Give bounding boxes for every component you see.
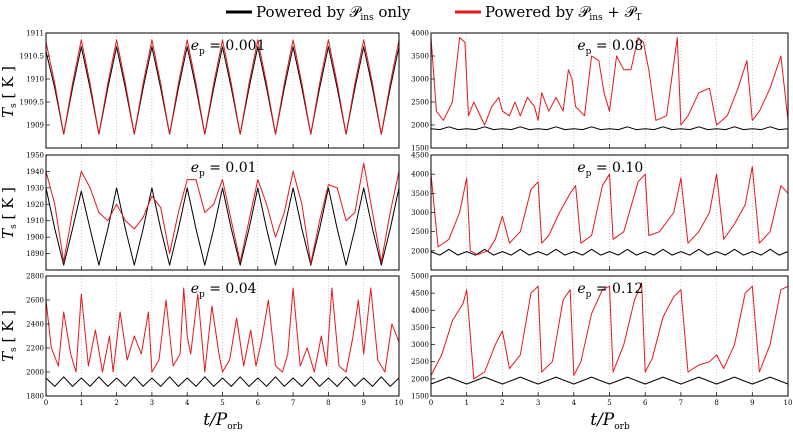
x-tick-label: 7 <box>291 399 295 407</box>
y-tick-label: 4000 <box>411 171 429 179</box>
y-tick-label: 2400 <box>26 321 44 329</box>
y-tick-label: 2000 <box>411 247 429 255</box>
panel-5: 1800 2000 2200 2400 2600 2800 0 1 2 3 4 5 6 7 8 9 10 ep =… <box>26 273 403 408</box>
y-tick-label: 1909 <box>26 122 44 130</box>
y-tick-label: 3000 <box>411 209 429 217</box>
x-tick-label: 8 <box>326 399 330 407</box>
y-tick-label: 1500 <box>411 393 429 401</box>
series-line-red <box>45 287 400 373</box>
x-axis-label-left: t/Porb <box>203 410 243 432</box>
legend-red-label: Powered by 𝒫ins + 𝒫T <box>485 3 642 23</box>
series-line-black <box>45 376 400 387</box>
x-tick-label: 4 <box>572 399 577 407</box>
svg-text:Ts [ K ]: Ts [ K ] <box>0 187 19 239</box>
y-tick-label: 2800 <box>26 273 44 281</box>
series-line-black <box>430 248 789 256</box>
series-line-red <box>45 162 400 264</box>
series-line-red <box>45 39 400 135</box>
y-tick-label: 1900 <box>26 234 44 242</box>
x-tick-label: 6 <box>256 399 261 407</box>
x-tick-label: 9 <box>361 399 365 407</box>
panel-annotation: ep = 0.10 <box>577 160 643 179</box>
x-tick-label: 1 <box>79 399 83 407</box>
panel-annotation: ep = 0.04 <box>191 281 257 300</box>
series-line-red <box>430 282 789 380</box>
y-tick-label: 2500 <box>411 99 429 107</box>
y-tick-label: 1910 <box>26 76 44 84</box>
panel-annotation: ep = 0.08 <box>577 38 643 57</box>
x-tick-label: 0 <box>429 399 433 407</box>
x-tick-label: 8 <box>714 399 718 407</box>
y-tick-label: 1940 <box>26 168 44 176</box>
y-tick-label: 1920 <box>26 201 44 209</box>
y-axis-label-middle: Ts [ K ] <box>0 187 19 239</box>
y-tick-label: 1930 <box>26 184 44 192</box>
y-tick-label: 3500 <box>411 190 429 198</box>
y-tick-label: 1910.5 <box>20 53 45 61</box>
legend-black-label: Powered by 𝒫ins only <box>256 3 411 23</box>
x-tick-label: 4 <box>185 399 190 407</box>
y-tick-label: 2500 <box>411 228 429 236</box>
x-tick-label: 2 <box>500 399 504 407</box>
x-tick-label: 10 <box>395 399 404 407</box>
panel-6: 1500 2000 2500 3000 3500 4000 4500 5000 0 1 2 3 4 5 6 7… <box>411 273 792 408</box>
y-tick-label: 2000 <box>411 375 429 383</box>
panel-annotation: ep = 0.12 <box>577 281 643 300</box>
series-line-black <box>45 187 400 266</box>
y-tick-label: 3000 <box>411 341 429 349</box>
y-tick-label: 1800 <box>26 393 44 401</box>
y-tick-label: 3000 <box>411 76 429 84</box>
y-tick-label: 1890 <box>26 250 44 258</box>
series-line-red <box>430 166 789 256</box>
y-tick-label: 5000 <box>411 273 429 281</box>
y-tick-label: 1910 <box>26 217 44 225</box>
panel-4: 2000 2500 3000 3500 4000 4500 ep = 0.10 <box>411 152 789 271</box>
y-tick-label: 4000 <box>411 30 429 38</box>
y-tick-label: 4500 <box>411 152 429 160</box>
svg-text:Ts [ K ]: Ts [ K ] <box>0 66 19 118</box>
panel-annotation: ep = 0.01 <box>191 160 257 179</box>
y-tick-label: 1500 <box>411 145 429 153</box>
panel-2: 1500 2000 2500 3000 3500 4000 ep = 0.08 <box>411 30 789 153</box>
y-tick-label: 2500 <box>411 358 429 366</box>
svg-text:Ts [ K ]: Ts [ K ] <box>0 310 19 362</box>
y-tick-label: 2000 <box>26 369 44 377</box>
y-tick-label: 2000 <box>411 122 429 130</box>
y-tick-label: 1950 <box>26 152 44 160</box>
y-tick-label: 3500 <box>411 53 429 61</box>
panel-3: 1890 1900 1910 1920 1930 1940 1950 ep = 0.01 <box>26 152 400 271</box>
y-tick-label: 4500 <box>411 290 429 298</box>
x-tick-label: 2 <box>114 399 118 407</box>
series-line-black <box>45 46 400 135</box>
x-tick-label: 10 <box>784 399 793 407</box>
panel-annotation: ep = 0.001 <box>191 38 266 57</box>
y-tick-label: 3500 <box>411 324 429 332</box>
x-tick-label: 3 <box>536 399 540 407</box>
panel-1: 1909 1909.5 1910 1910.5 1911 ep = 0.001 <box>20 30 400 149</box>
x-tick-label: 5 <box>220 399 224 407</box>
y-tick-label: 1909.5 <box>20 99 45 107</box>
y-axis-label-top: Ts [ K ] <box>0 66 19 118</box>
x-axis-label-right: t/Porb <box>590 410 630 432</box>
x-tick-label: 6 <box>643 399 648 407</box>
x-tick-label: 5 <box>607 399 611 407</box>
x-tick-label: 3 <box>150 399 154 407</box>
series-line-black <box>430 376 789 385</box>
x-tick-label: 0 <box>44 399 48 407</box>
y-axis-label-bottom: Ts [ K ] <box>0 310 19 362</box>
y-tick-label: 2200 <box>26 345 44 353</box>
x-tick-label: 9 <box>750 399 754 407</box>
x-tick-label: 1 <box>464 399 468 407</box>
y-tick-label: 2600 <box>26 297 44 305</box>
x-tick-label: 7 <box>679 399 683 407</box>
y-tick-label: 4000 <box>411 307 429 315</box>
legend: Powered by 𝒫ins only Powered by 𝒫ins + 𝒫… <box>226 3 642 23</box>
series-line-black <box>430 126 789 131</box>
y-tick-label: 1911 <box>26 30 44 38</box>
series-line-red <box>430 37 789 126</box>
